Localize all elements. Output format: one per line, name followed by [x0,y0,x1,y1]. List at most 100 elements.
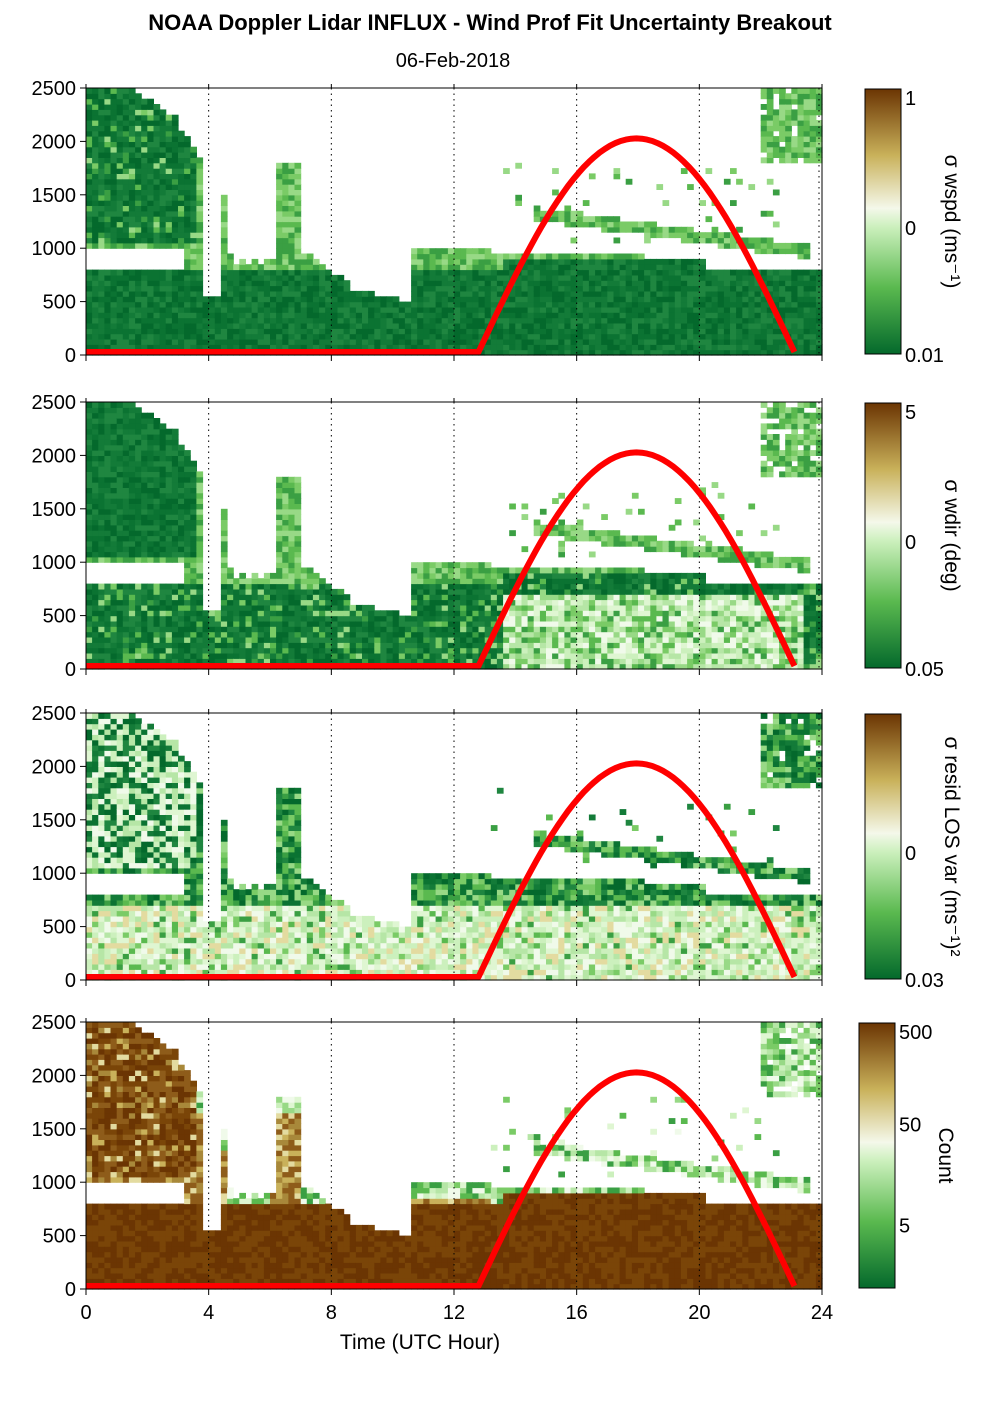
heatmap-cell [454,280,461,287]
heatmap-cell [435,248,443,255]
heatmap-cell [233,615,240,622]
heatmap-cell [86,205,93,212]
heatmap-cell [141,626,148,633]
heatmap-cell [779,269,786,276]
heatmap-cell [595,328,602,335]
heatmap-cell [312,296,320,303]
heatmap-cell [417,285,424,292]
heatmap-cell [576,274,584,281]
heatmap-cell [171,450,179,456]
heatmap-cell [539,312,547,319]
heatmap-cell [472,620,480,627]
heatmap-cell [86,194,93,201]
heatmap-cell [196,184,204,190]
heatmap-cell [141,173,148,180]
heatmap-cell [515,274,522,281]
heatmap-cell [165,610,173,617]
heatmap-cell [484,264,492,271]
heatmap-cell [178,200,185,206]
heatmap-cell [92,312,99,319]
heatmap-cell [417,344,424,351]
heatmap-cell [546,296,553,303]
heatmap-cell [607,290,614,297]
heatmap-cell [178,189,185,196]
heatmap-cell [638,301,645,308]
heatmap-cell [110,306,118,313]
heatmap-cell [135,136,142,142]
heatmap-cell [582,535,590,542]
heatmap-cell [349,615,357,622]
heatmap-cell [668,344,676,351]
heatmap-cell [263,578,271,585]
heatmap-cell [337,280,345,287]
heatmap-cell [613,285,621,292]
heatmap-cell [122,120,130,126]
heatmap-cell [466,610,473,617]
heatmap-cell [165,210,173,217]
heatmap-cell [411,306,418,313]
heatmap-cell [337,637,345,643]
heatmap-cell [380,333,388,340]
heatmap-cell [257,583,265,590]
heatmap-cell [380,339,388,345]
heatmap-cell [662,301,670,308]
heatmap-cell [576,626,584,633]
heatmap-cell [368,631,375,638]
heatmap-cell [294,567,302,574]
heatmap-cell [797,285,805,292]
heatmap-cell [705,280,713,287]
heatmap-cell [312,301,320,308]
heatmap-cell [233,637,240,643]
heatmap-cell [312,594,320,601]
heatmap-cell [184,471,191,478]
heatmap-cell [748,242,756,249]
heatmap-cell [466,583,473,590]
heatmap-cell [294,216,302,223]
heatmap-cell [772,280,780,287]
heatmap-cell [772,301,780,308]
heatmap-cell [607,253,614,260]
heatmap-cell [619,312,627,319]
heatmap-cell [398,339,406,345]
heatmap-cell [141,535,148,542]
heatmap-cell [478,572,486,579]
heatmap-cell [288,264,296,271]
heatmap-cell [178,631,185,638]
heatmap-cell [527,339,535,345]
heatmap-cell [380,312,388,319]
heatmap-cell [257,274,265,281]
heatmap-cell [319,306,326,313]
heatmap-cell [454,647,461,654]
heatmap-cell [135,130,142,137]
heatmap-cell [196,248,204,255]
heatmap-cell [141,530,148,537]
heatmap-cell [595,626,602,633]
heatmap-cell [98,594,105,601]
heatmap-cell [110,333,118,340]
heatmap-cell [515,333,522,340]
heatmap-cell [116,423,124,430]
heatmap-cell [190,344,197,351]
heatmap-cell [392,631,400,638]
heatmap-cell [521,264,529,271]
heatmap-cell [165,508,173,515]
heatmap-cell [398,658,406,665]
heatmap-cell [472,610,480,617]
heatmap-cell [122,296,130,303]
heatmap-cell [343,594,351,601]
heatmap-cell [779,306,786,313]
heatmap-cell [116,476,124,483]
heatmap-cell [276,620,283,627]
heatmap-cell [270,604,277,611]
heatmap-cell [631,333,639,340]
heatmap-cell [435,637,443,643]
heatmap-cell [128,620,136,627]
heatmap-cell [521,658,529,665]
heatmap-cell [539,269,547,276]
heatmap-cell [552,653,559,659]
heatmap-cell [116,460,124,467]
heatmap-cell [460,344,467,351]
heatmap-cell [153,168,161,174]
heatmap-cell [699,280,706,287]
heatmap-cell [128,109,136,116]
